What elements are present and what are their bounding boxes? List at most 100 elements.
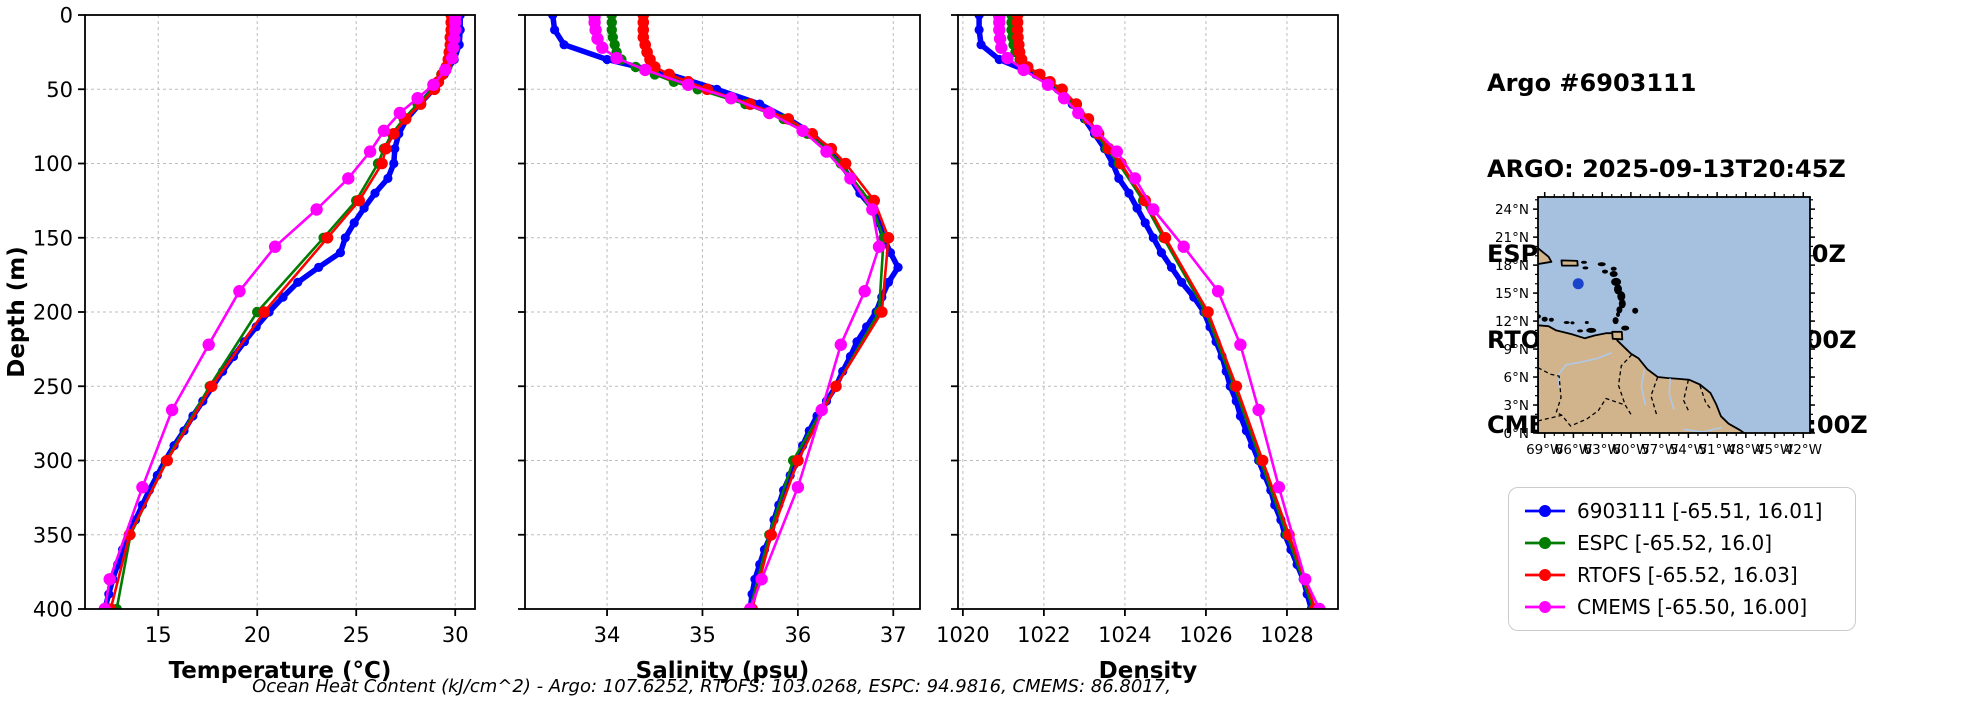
- map-lat-label: 24°N: [1495, 202, 1529, 218]
- legend-label: RTOFS [-65.52, 16.03]: [1577, 563, 1798, 587]
- legend-item-espc: ESPC [-65.52, 16.0]: [1523, 531, 1841, 555]
- series-line-CMEMS: [103, 15, 457, 609]
- series-line-CMEMS: [998, 15, 1321, 609]
- land-polygon: [1611, 330, 1624, 341]
- plot-salinity: 34 35 36 37 Salinity (psu): [518, 14, 921, 684]
- map-lon-label: 69°W: [1526, 442, 1563, 458]
- svg-text:200: 200: [33, 301, 73, 325]
- map-lon-label: 45°W: [1756, 442, 1793, 458]
- map-lat-label: 6°N: [1504, 370, 1529, 386]
- legend-label: 6903111 [-65.51, 16.01]: [1577, 499, 1823, 523]
- island: [1548, 317, 1554, 322]
- island: [1612, 317, 1619, 325]
- svg-text:1020: 1020: [936, 623, 989, 647]
- river-line: [1640, 369, 1647, 406]
- svg-text:34: 34: [594, 623, 621, 647]
- island: [1602, 269, 1608, 274]
- legend-line-marker-icon: [1525, 569, 1565, 581]
- land-polygon: [1538, 247, 1553, 265]
- svg-text:15: 15: [145, 623, 172, 647]
- island: [1610, 266, 1617, 271]
- country-border: [1538, 397, 1626, 427]
- legend-line-marker-icon: [1525, 601, 1565, 613]
- island: [1581, 260, 1587, 264]
- island: [1611, 277, 1622, 286]
- island: [1586, 327, 1597, 333]
- map-lat-label: 0°N: [1504, 426, 1529, 442]
- svg-text:30: 30: [442, 623, 469, 647]
- map-lon-label: 42°W: [1785, 442, 1822, 458]
- map-lon-label: 60°W: [1612, 442, 1649, 458]
- island: [1584, 321, 1589, 324]
- river-line: [1557, 352, 1612, 392]
- header-title: Argo #6903111: [1487, 69, 1697, 97]
- map-lat-label: 18°N: [1495, 258, 1529, 274]
- map-lon-label: 57°W: [1641, 442, 1678, 458]
- svg-text:37: 37: [880, 623, 907, 647]
- y-axis-label: Depth (m): [4, 246, 30, 378]
- svg-text:150: 150: [33, 226, 73, 250]
- svg-text:1024: 1024: [1098, 623, 1151, 647]
- svg-text:35: 35: [689, 623, 716, 647]
- map-lon-label: 54°W: [1670, 442, 1707, 458]
- svg-text:36: 36: [785, 623, 812, 647]
- series-line-CMEMS: [593, 15, 881, 609]
- legend-item-rtofs: RTOFS [-65.52, 16.03]: [1523, 563, 1841, 587]
- legend-label: CMEMS [-65.50, 16.00]: [1577, 595, 1808, 619]
- svg-text:1022: 1022: [1017, 623, 1070, 647]
- location-map: 69°W66°W63°W60°W57°W54°W51°W48°W45°W42°W…: [1495, 192, 1822, 458]
- x-axis-label: Temperature (°C): [169, 658, 392, 684]
- x-axis-label: Salinity (psu): [636, 658, 810, 684]
- map-lon-label: 63°W: [1584, 442, 1621, 458]
- svg-text:1028: 1028: [1260, 623, 1313, 647]
- legend-line-marker-icon: [1525, 537, 1565, 549]
- svg-text:0: 0: [60, 4, 73, 28]
- island: [1632, 307, 1639, 314]
- svg-text:300: 300: [33, 449, 73, 473]
- island: [1582, 266, 1589, 270]
- x-axis-label: Density: [1099, 658, 1198, 684]
- series-line-RTOFS: [109, 15, 453, 609]
- country-border: [1682, 379, 1690, 413]
- svg-text:50: 50: [46, 78, 73, 102]
- plot-temperature: 15 20 25 30050100150200250300350400Temperat…: [4, 4, 476, 684]
- ocean-heat-content-note: Ocean Heat Content (kJ/cm^2) - Argo: 107…: [252, 676, 1171, 697]
- map-lon-label: 66°W: [1555, 442, 1592, 458]
- float-position-marker: [1572, 278, 1584, 290]
- island: [1541, 316, 1548, 322]
- svg-text:1026: 1026: [1179, 623, 1232, 647]
- island: [1609, 271, 1618, 277]
- legend-item-argo: 6903111 [-65.51, 16.01]: [1523, 499, 1841, 523]
- map-lat-label: 15°N: [1495, 286, 1529, 302]
- island: [1617, 291, 1626, 302]
- island: [1616, 306, 1623, 314]
- island: [1597, 262, 1606, 267]
- island: [1621, 325, 1630, 331]
- map-lat-label: 12°N: [1495, 314, 1529, 330]
- land-polygon: [1538, 324, 1746, 433]
- map-lon-label: 51°W: [1698, 442, 1735, 458]
- country-border: [1617, 354, 1633, 415]
- svg-text:25: 25: [343, 623, 370, 647]
- profiles-legend: 6903111 [-65.51, 16.01] ESPC [-65.52, 16…: [1508, 487, 1856, 631]
- map-lat-label: 21°N: [1495, 230, 1529, 246]
- svg-text:350: 350: [33, 523, 73, 547]
- map-lat-label: 9°N: [1504, 342, 1529, 358]
- legend-line-marker-icon: [1525, 505, 1565, 517]
- island: [1616, 312, 1620, 317]
- legend-label: ESPC [-65.52, 16.0]: [1577, 531, 1773, 555]
- island: [1563, 321, 1570, 324]
- river-line: [1668, 378, 1675, 410]
- island: [1577, 329, 1584, 333]
- island: [1570, 321, 1575, 325]
- map-lat-label: 3°N: [1504, 398, 1529, 414]
- country-border: [1699, 385, 1711, 410]
- legend-item-cmems: CMEMS [-65.50, 16.00]: [1523, 595, 1841, 619]
- map-lon-label: 48°W: [1727, 442, 1764, 458]
- island: [1618, 299, 1626, 309]
- svg-text:250: 250: [33, 375, 73, 399]
- plot-density: 1020 1022 1024 1026 1028 Density: [936, 14, 1339, 684]
- svg-text:20: 20: [244, 623, 271, 647]
